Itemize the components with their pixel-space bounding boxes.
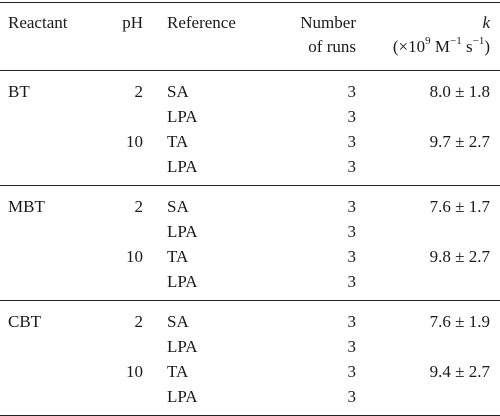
cell-reactant: BT (8, 82, 30, 101)
cell-rate-constant (356, 384, 500, 416)
k-unit-molar: M (430, 37, 451, 56)
cell-rate-constant: 8.0 ± 1.8 (429, 82, 490, 101)
cell-ph (101, 334, 143, 359)
cell-reactant (0, 269, 101, 301)
table-row: MBT 2 SA 3 7.6 ± 1.7 (0, 185, 500, 219)
cell-reactant: MBT (0, 185, 101, 219)
cell-ph: 10 (126, 362, 143, 381)
k-unit-prefix: (×10 (392, 37, 426, 56)
reactant-group: MBT 2 SA 3 7.6 ± 1.7 LPA 3 10 TA 3 9.8 ± 2.7 LPA 3 (0, 185, 500, 301)
header-ph: pH (101, 2, 143, 71)
reactant-group: CBT 2 SA 3 7.6 ± 1.9 LPA 3 10 TA 3 9.4 ± 2.7 LPA 3 (0, 300, 500, 416)
cell-ph: 10 (126, 132, 143, 151)
cell-number-of-runs: 3 (347, 247, 357, 266)
header-runs-line2: of runs (308, 37, 356, 56)
table-header: Reactant pH Reference Number of runs k (… (0, 2, 500, 71)
k-unit-exp1: 9 (425, 35, 431, 48)
k-unit-exp3: −1 (472, 35, 485, 48)
header-reactant: Reactant (0, 2, 101, 71)
cell-reactant (0, 334, 101, 359)
cell-ph (101, 104, 143, 129)
cell-number-of-runs: 3 (347, 107, 357, 126)
cell-reference: SA (143, 300, 271, 334)
cell-rate-constant (356, 104, 500, 129)
cell-rate-constant (356, 334, 500, 359)
cell-ph (101, 154, 143, 186)
cell-number-of-runs: 3 (347, 337, 357, 356)
cell-reactant (0, 359, 101, 384)
header-number-of-runs: Number of runs (271, 2, 356, 71)
cell-ph (101, 269, 143, 301)
cell-ph (101, 219, 143, 244)
cell-reactant (0, 104, 101, 129)
cell-reference: SA (143, 185, 271, 219)
cell-reference: LPA (167, 107, 198, 126)
cell-rate-constant (356, 269, 500, 301)
table-row: CBT 2 SA 3 7.6 ± 1.9 (0, 300, 500, 334)
header-reference: Reference (143, 2, 271, 71)
cell-rate-constant: 7.6 ± 1.9 (356, 300, 500, 334)
table-row: BT 2 SA 3 8.0 ± 1.8 (0, 71, 500, 105)
header-k-unit: (×109 M−1 s−1) (392, 35, 490, 56)
header-k-symbol: k (482, 13, 490, 32)
cell-number-of-runs: 3 (271, 384, 356, 416)
cell-reference: TA (167, 362, 189, 381)
cell-number-of-runs: 3 (271, 185, 356, 219)
cell-number-of-runs: 3 (347, 222, 357, 241)
cell-reference: LPA (167, 222, 198, 241)
cell-number-of-runs: 3 (347, 157, 357, 176)
table-row: LPA 3 (0, 154, 500, 186)
cell-ph: 2 (101, 300, 143, 334)
cell-rate-constant: 7.6 ± 1.7 (356, 185, 500, 219)
table-row: LPA 3 (0, 104, 500, 129)
table-row: LPA 3 (0, 269, 500, 301)
cell-reference: TA (167, 247, 189, 266)
cell-reactant: CBT (0, 300, 101, 334)
cell-number-of-runs: 3 (347, 132, 357, 151)
header-rate-constant: k (×109 M−1 s−1) (356, 2, 500, 71)
cell-rate-constant: 9.8 ± 2.7 (429, 247, 490, 266)
table-row: LPA 3 (0, 219, 500, 244)
header-runs-line1: Number (300, 13, 356, 32)
cell-number-of-runs: 3 (271, 300, 356, 334)
cell-ph: 2 (101, 185, 143, 219)
table-row: LPA 3 (0, 384, 500, 416)
cell-reactant (0, 384, 101, 416)
k-unit-seconds: s (461, 37, 473, 56)
cell-reference: LPA (167, 157, 198, 176)
cell-rate-constant: 9.7 ± 2.7 (429, 132, 490, 151)
cell-ph: 2 (134, 82, 144, 101)
k-unit-suffix: ) (484, 37, 490, 56)
cell-reference: SA (167, 82, 189, 101)
cell-ph (101, 384, 143, 416)
cell-ph: 10 (126, 247, 143, 266)
table-row: 10 TA 3 9.7 ± 2.7 (0, 129, 500, 154)
cell-reference: LPA (143, 384, 271, 416)
table-row: 10 TA 3 9.4 ± 2.7 (0, 359, 500, 384)
cell-reference: LPA (167, 272, 198, 291)
cell-reactant (0, 129, 101, 154)
cell-reactant (0, 244, 101, 269)
header-row: Reactant pH Reference Number of runs k (… (0, 2, 500, 71)
cell-rate-constant (356, 219, 500, 244)
cell-number-of-runs: 3 (347, 362, 357, 381)
cell-reactant (0, 154, 101, 186)
cell-reactant (0, 219, 101, 244)
cell-reference: LPA (167, 337, 198, 356)
table-row: 10 TA 3 9.8 ± 2.7 (0, 244, 500, 269)
k-unit-exp2: −1 (450, 35, 462, 48)
cell-number-of-runs: 3 (347, 82, 357, 101)
cell-rate-constant (356, 154, 500, 186)
reactant-group: BT 2 SA 3 8.0 ± 1.8 LPA 3 10 TA 3 9.7 ± 2.7 LPA 3 (0, 71, 500, 186)
cell-number-of-runs: 3 (347, 272, 357, 291)
cell-reference: TA (167, 132, 189, 151)
cell-rate-constant: 9.4 ± 2.7 (429, 362, 490, 381)
table-row: LPA 3 (0, 334, 500, 359)
